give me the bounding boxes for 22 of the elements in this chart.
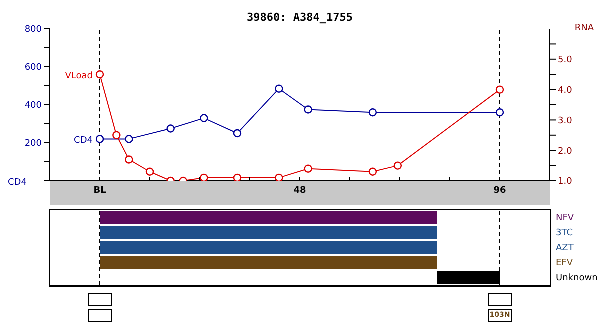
y2-tick-label: 4.0 xyxy=(558,86,573,96)
y2-axis-title: RNA xyxy=(574,23,595,34)
y-tick-label: 600 xyxy=(24,63,42,74)
y2-tick-label: 5.0 xyxy=(558,56,573,66)
y-tick-label: 200 xyxy=(24,139,42,150)
y-tick-label: NFV xyxy=(556,214,575,224)
y-tick-label: 3TC xyxy=(556,228,573,238)
y2-tick-label: 1.0 xyxy=(558,177,573,188)
chart-title: 39860: A384_1755 xyxy=(246,11,354,24)
series-label: VLoad xyxy=(65,72,93,82)
y-tick-label: Unknown xyxy=(556,274,598,284)
y2-tick-label: 3.0 xyxy=(558,116,573,126)
y-axis-title: CD4 xyxy=(8,178,28,188)
y-tick-label: 400 xyxy=(24,101,42,112)
x-tick-label: 48 xyxy=(294,186,306,196)
y-tick-label: 800 xyxy=(24,25,42,36)
x-tick-label: 96 xyxy=(494,186,506,196)
series-label: CD4 xyxy=(74,136,94,146)
y-tick-label: AZT xyxy=(556,244,574,254)
y2-tick-label: 2.0 xyxy=(558,146,573,157)
x-tick-label: BL xyxy=(94,186,107,196)
y-tick-label: EFV xyxy=(556,258,574,268)
